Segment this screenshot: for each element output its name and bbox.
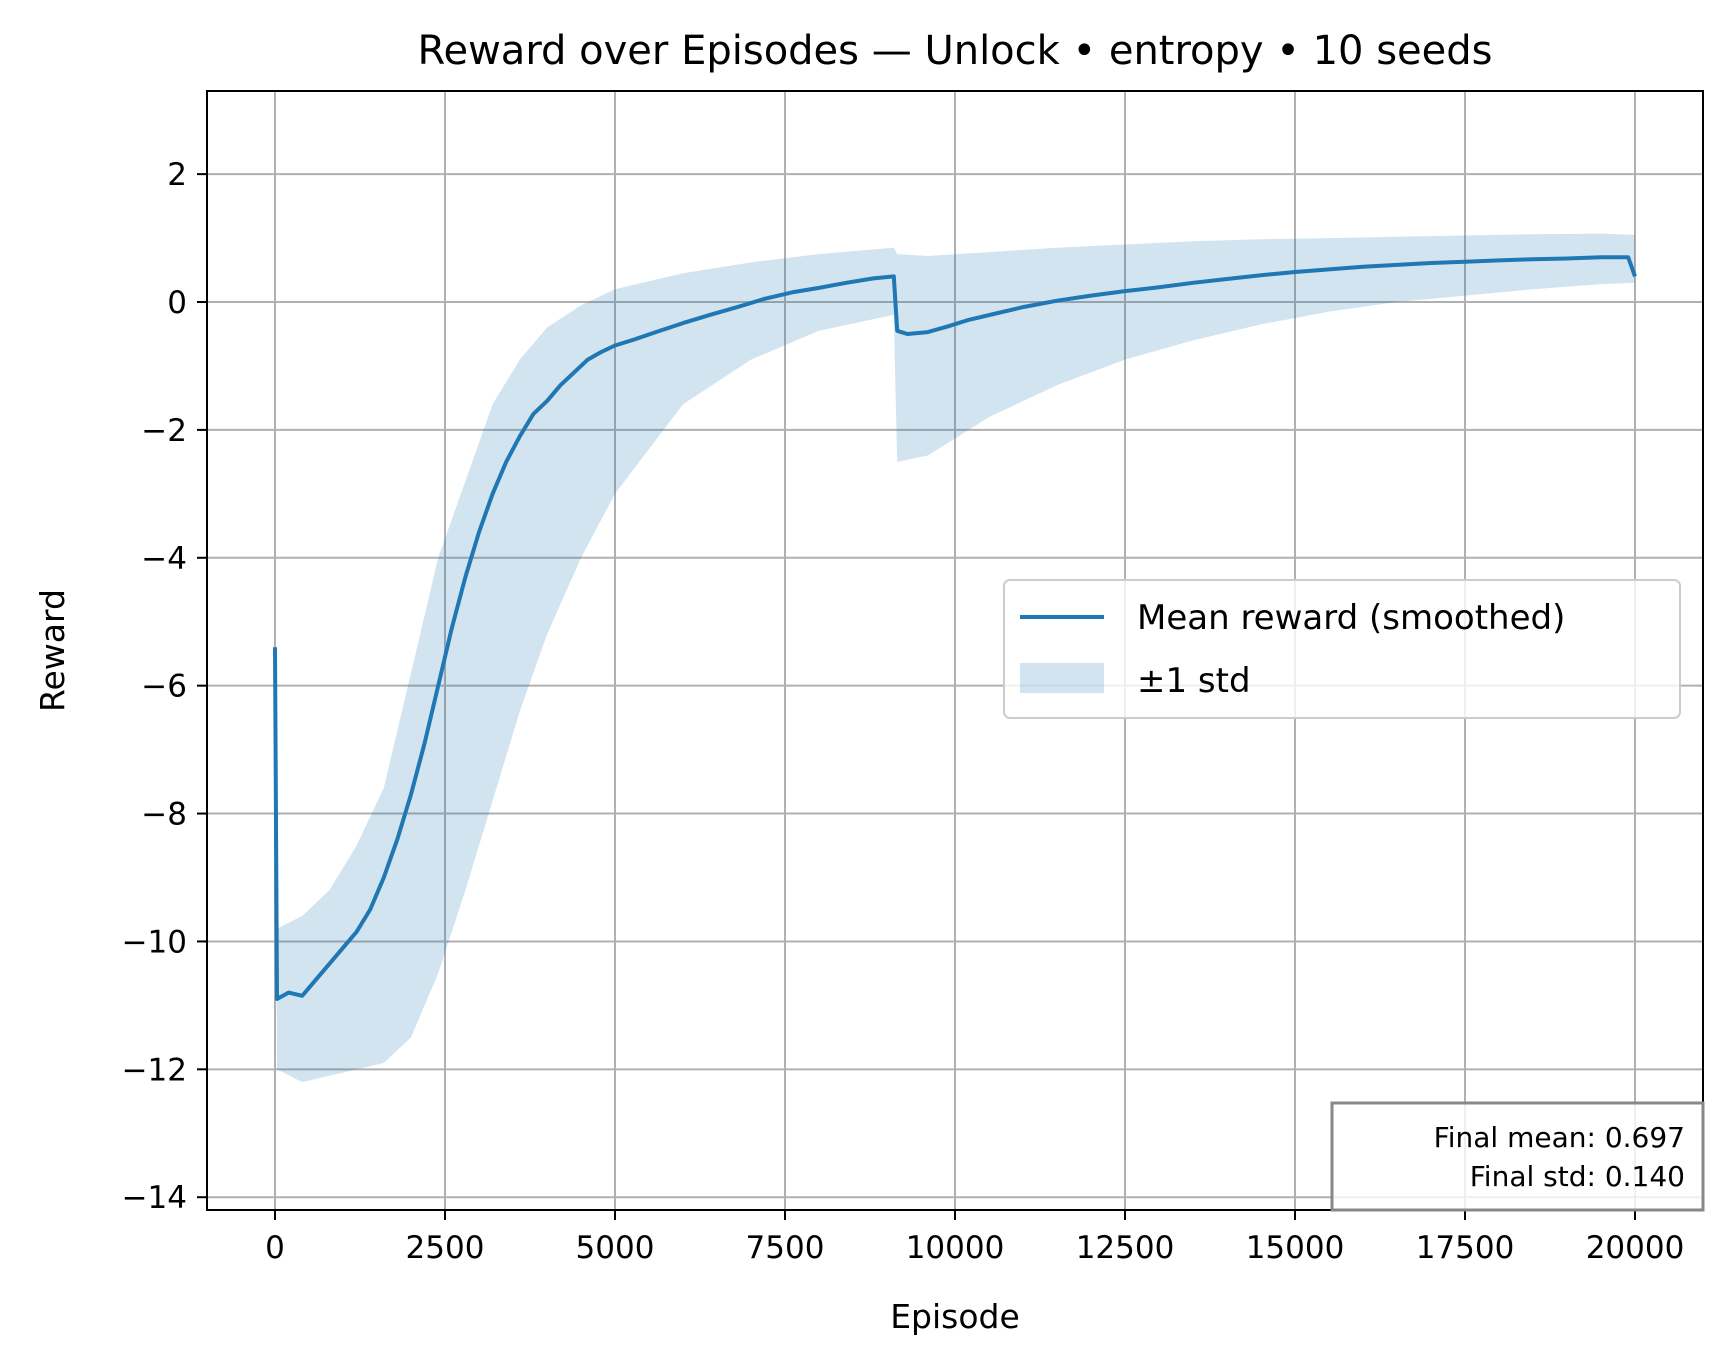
- x-tick-label: 12500: [1076, 1230, 1175, 1266]
- x-axis-label: Episode: [890, 1297, 1020, 1336]
- y-tick-label: −10: [122, 924, 187, 960]
- legend-label-mean: Mean reward (smoothed): [1137, 598, 1565, 638]
- legend-band-swatch: [1020, 663, 1104, 693]
- y-axis-label: Reward: [33, 589, 72, 712]
- y-tick-label: −8: [141, 797, 187, 833]
- x-tick-label: 17500: [1416, 1230, 1515, 1266]
- chart-title: Reward over Episodes — Unlock • entropy …: [417, 28, 1492, 74]
- final-std-text: Final std: 0.140: [1470, 1160, 1685, 1193]
- y-tick-label: −6: [141, 669, 187, 705]
- y-tick-label: −4: [141, 541, 187, 577]
- std-band: [275, 233, 1635, 1083]
- x-tick-label: 7500: [746, 1230, 825, 1266]
- x-tick-label: 15000: [1246, 1230, 1345, 1266]
- x-tick-label: 20000: [1586, 1230, 1685, 1266]
- mean-reward-line: [273, 255, 1637, 1001]
- x-axis-ticks: 0 2500 5000 7500 10000 12500 15000 17500 20000: [265, 1210, 1684, 1266]
- y-tick-label: 2: [167, 157, 187, 193]
- y-tick-label: −12: [122, 1052, 187, 1088]
- y-tick-label: −2: [141, 413, 187, 449]
- x-tick-label: 10000: [906, 1230, 1005, 1266]
- final-mean-text: Final mean: 0.697: [1434, 1121, 1685, 1154]
- std-band-layer: [275, 233, 1635, 1083]
- y-axis-ticks: −14 −12 −10 −8 −6 −4 −2 0 2: [122, 157, 207, 1216]
- x-tick-label: 2500: [406, 1230, 485, 1266]
- y-tick-label: −14: [122, 1180, 187, 1216]
- legend: Mean reward (smoothed) ±1 std: [1003, 579, 1681, 719]
- legend-box: [1003, 579, 1681, 719]
- mean-line-layer: [273, 255, 1637, 1001]
- legend-label-std: ±1 std: [1137, 661, 1251, 701]
- y-tick-label: 0: [167, 285, 187, 321]
- final-stats-annotation: Final mean: 0.697 Final std: 0.140: [1330, 1101, 1705, 1212]
- x-tick-label: 0: [265, 1230, 285, 1266]
- x-tick-label: 5000: [576, 1230, 655, 1266]
- final-stats-box: [1330, 1101, 1705, 1212]
